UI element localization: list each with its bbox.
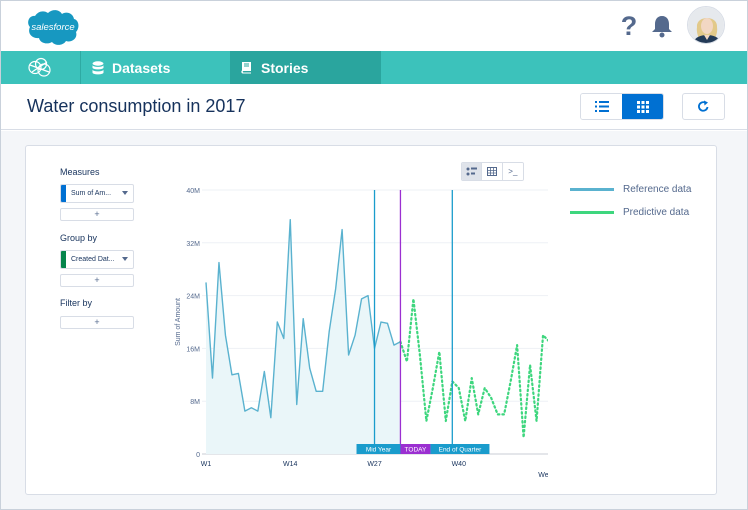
page-title: Water consumption in 2017 <box>27 96 246 116</box>
query-button[interactable]: >_ <box>502 163 523 180</box>
page-header: Water consumption in 2017 <box>1 84 747 130</box>
list-icon <box>594 101 609 112</box>
database-icon <box>92 60 104 74</box>
x-tick-label: W40 <box>452 461 467 468</box>
y-tick-label: 40M <box>186 188 200 195</box>
reference-line <box>205 219 401 419</box>
chart-type-icon <box>466 167 478 176</box>
tab-datasets-label: Datasets <box>112 59 171 76</box>
grid-icon <box>636 100 649 113</box>
tab-datasets[interactable]: Datasets <box>82 51 230 84</box>
measure-tag <box>61 185 66 202</box>
bell-icon[interactable] <box>649 13 675 39</box>
chevron-down-icon <box>122 257 128 261</box>
marker-label: End of Quarter <box>439 447 482 454</box>
legend-reference: Reference data <box>570 182 691 196</box>
top-bar: salesforce ? <box>1 1 747 51</box>
refresh-button[interactable] <box>682 93 725 120</box>
logo-text: salesforce <box>31 22 74 33</box>
legend-predictive-label: Predictive data <box>623 206 690 218</box>
grid-view-button[interactable] <box>622 94 663 119</box>
marker-label-box <box>356 444 401 454</box>
legend-predictive: Predictive data <box>570 205 689 219</box>
y-tick-label: 32M <box>186 241 200 248</box>
x-tick-label: W27 <box>367 461 382 468</box>
marker-label: TODAY <box>405 447 427 454</box>
question-mark-icon[interactable]: ? <box>620 11 638 41</box>
line-chart[interactable]: 0 8M 16M 24M 32M 40M Sum of Amount W1 W14 W27 W40 W… <box>138 182 548 482</box>
x-tick-label: W1 <box>201 461 212 468</box>
group-by-label: Group by <box>60 233 98 243</box>
add-measure-button[interactable]: + <box>60 208 134 221</box>
marker-label-box <box>430 444 490 454</box>
chevron-down-icon <box>122 191 128 195</box>
chart-type-button[interactable] <box>462 163 483 180</box>
list-view-button[interactable] <box>581 94 622 119</box>
analytics-globe-icon <box>28 57 51 77</box>
y-axis-label: Sum of Amount <box>175 298 182 346</box>
y-tick-label: 24M <box>186 294 200 301</box>
reference-area <box>206 219 401 454</box>
book-icon <box>241 62 251 74</box>
nav-bar: Datasets Stories <box>1 51 747 84</box>
filter-by-label: Filter by <box>60 298 93 308</box>
table-view-button[interactable] <box>482 163 503 180</box>
y-tick-label: 16M <box>186 346 200 353</box>
x-axis-label: Week <box>538 472 548 479</box>
x-tick-label: W14 <box>283 461 298 468</box>
tab-stories[interactable]: Stories <box>230 51 381 84</box>
marker-label-box <box>400 444 431 454</box>
add-filter-button[interactable]: + <box>60 316 134 329</box>
y-tick-label: 0 <box>196 452 200 459</box>
legend-predictive-swatch <box>570 210 614 214</box>
view-toggle <box>580 93 664 120</box>
user-avatar[interactable] <box>687 6 725 44</box>
refresh-icon <box>698 100 709 112</box>
marker-label: Mid Year <box>366 447 392 454</box>
add-group-button[interactable]: + <box>60 274 134 287</box>
chart-card: Measures Sum of Am... + Group by Created… <box>25 145 717 495</box>
tab-stories-label: Stories <box>261 59 309 76</box>
measures-label: Measures <box>60 167 100 177</box>
legend-reference-swatch <box>570 187 614 191</box>
predictive-line <box>399 297 548 439</box>
salesforce-logo[interactable]: salesforce <box>26 8 80 46</box>
measure-value: Sum of Am... <box>71 190 112 197</box>
group-tag <box>61 251 66 268</box>
y-tick-label: 8M <box>190 399 200 406</box>
table-icon <box>487 167 498 176</box>
measure-dropdown[interactable]: Sum of Am... <box>60 184 134 203</box>
legend-reference-label: Reference data <box>623 183 692 195</box>
group-by-value: Created Dat... <box>71 256 115 263</box>
chart-tools: >_ <box>461 162 524 181</box>
nav-home[interactable] <box>1 51 81 84</box>
group-by-dropdown[interactable]: Created Dat... <box>60 250 134 269</box>
